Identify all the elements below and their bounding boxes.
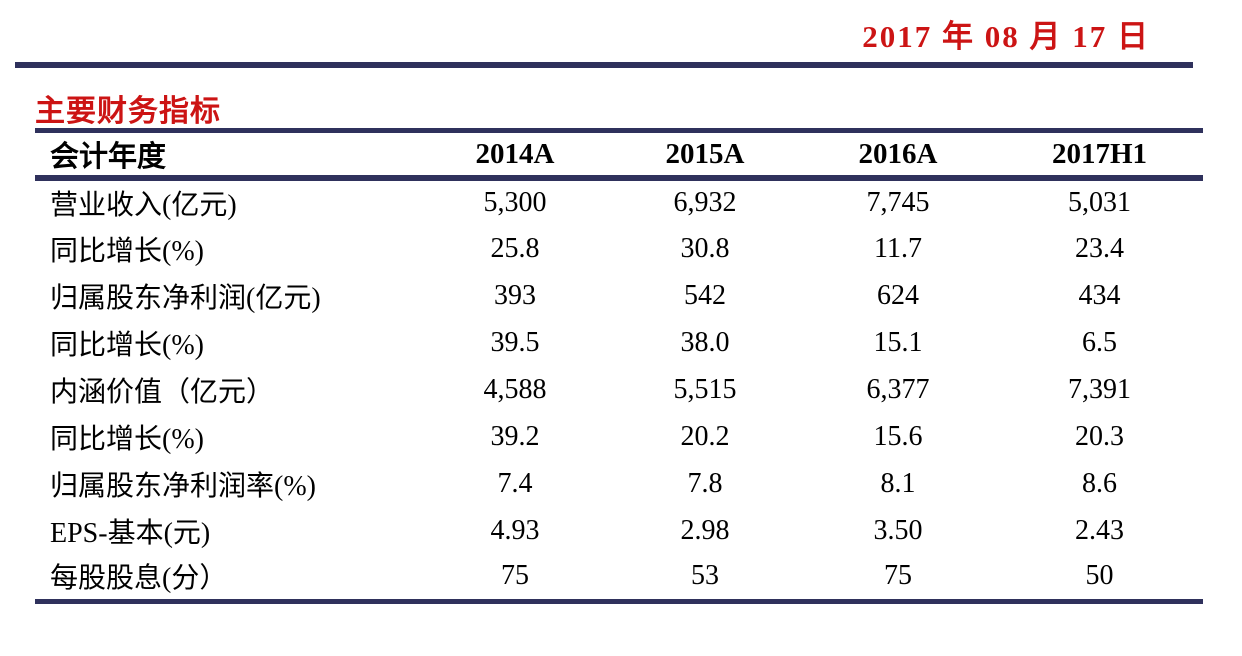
cell-value: 75: [501, 560, 529, 592]
cell-value: 30.8: [680, 232, 730, 264]
cell-value: 393: [494, 279, 536, 311]
cell-value: 50: [1085, 560, 1114, 592]
row-label: EPS-基本(元): [50, 517, 211, 549]
table-row: 归属股东净利润(亿元) 393 542 624 434: [35, 272, 1203, 319]
cell-value: 23.4: [1075, 232, 1124, 264]
cell-value: 434: [1078, 279, 1121, 311]
cell-value: 2.43: [1075, 514, 1124, 546]
row-label: 内涵价值（亿元）: [50, 376, 275, 408]
table-row: 每股股息(分） 75 53 75 50: [35, 554, 1203, 601]
cell-value: 7,391: [1068, 373, 1131, 405]
cell-value: 75: [884, 560, 912, 592]
cell-value: 5,031: [1068, 187, 1131, 218]
cell-value: 2.98: [680, 514, 730, 546]
column-header-2015a: 2015A: [665, 137, 745, 170]
table-row: 同比增长(%) 39.5 38.0 15.1 6.5: [35, 319, 1203, 366]
table-row: 同比增长(%) 25.8 30.8 11.7 23.4: [35, 225, 1203, 272]
cell-value: 5,515: [673, 373, 737, 405]
row-label: 归属股东净利润率(%): [50, 470, 316, 502]
cell-value: 20.2: [680, 420, 730, 452]
row-label: 归属股东净利润(亿元): [50, 282, 321, 314]
cell-value: 7.8: [687, 467, 723, 499]
cell-value: 6,377: [866, 373, 930, 405]
cell-value: 25.8: [490, 232, 540, 264]
financial-indicators-table: 会计年度 2014A 2015A 2016A 2017H1 营业收入(亿元) 5…: [35, 128, 1203, 604]
cell-value: 8.1: [880, 467, 916, 499]
row-label: 同比增长(%): [50, 235, 204, 267]
cell-value: 38.0: [680, 326, 730, 358]
table-row: EPS-基本(元) 4.93 2.98 3.50 2.43: [35, 507, 1203, 554]
cell-value: 6.5: [1082, 326, 1117, 358]
column-header-2016a: 2016A: [858, 137, 938, 170]
column-header-2017h1: 2017H1: [1051, 137, 1148, 170]
row-label: 同比增长(%): [50, 423, 204, 455]
row-label: 营业收入(亿元): [50, 190, 237, 221]
cell-value: 39.2: [490, 420, 540, 452]
row-label: 每股股息(分）: [50, 563, 228, 595]
cell-value: 6,932: [673, 187, 737, 218]
table-body: 营业收入(亿元) 5,300 6,932 7,745 5,031 同比增长(%)…: [35, 178, 1203, 601]
cell-value: 11.7: [874, 232, 922, 264]
row-label: 同比增长(%): [50, 329, 204, 361]
section-title: 主要财务指标: [35, 95, 221, 128]
table-row: 营业收入(亿元) 5,300 6,932 7,745 5,031: [35, 178, 1203, 225]
table-row: 归属股东净利润率(%) 7.4 7.8 8.1 8.6: [35, 460, 1203, 507]
table-header-row: 会计年度 2014A 2015A 2016A 2017H1: [35, 131, 1203, 178]
cell-value: 7,745: [866, 187, 930, 218]
cell-value: 3.50: [873, 514, 923, 546]
cell-value: 4.93: [490, 514, 540, 546]
cell-value: 15.6: [873, 420, 923, 452]
cell-value: 15.1: [873, 326, 923, 358]
cell-value: 8.6: [1082, 467, 1117, 499]
header-divider-rule: [15, 62, 1193, 68]
cell-value: 624: [877, 279, 919, 311]
table-row: 内涵价值（亿元） 4,588 5,515 6,377 7,391: [35, 366, 1203, 413]
cell-value: 7.4: [497, 467, 533, 499]
cell-value: 20.3: [1075, 420, 1124, 452]
column-header-2014a: 2014A: [475, 137, 555, 170]
table-header: 会计年度 2014A 2015A 2016A 2017H1: [35, 131, 1203, 178]
cell-value: 542: [684, 279, 726, 311]
cell-value: 4,588: [483, 373, 547, 405]
cell-value: 5,300: [483, 187, 547, 218]
table-row: 同比增长(%) 39.2 20.2 15.6 20.3: [35, 413, 1203, 460]
cell-value: 53: [691, 560, 719, 592]
cell-value: 39.5: [490, 326, 540, 358]
column-header-fiscal-year: 会计年度: [50, 141, 167, 173]
report-date: 2017 年 08 月 17 日: [862, 19, 1150, 54]
